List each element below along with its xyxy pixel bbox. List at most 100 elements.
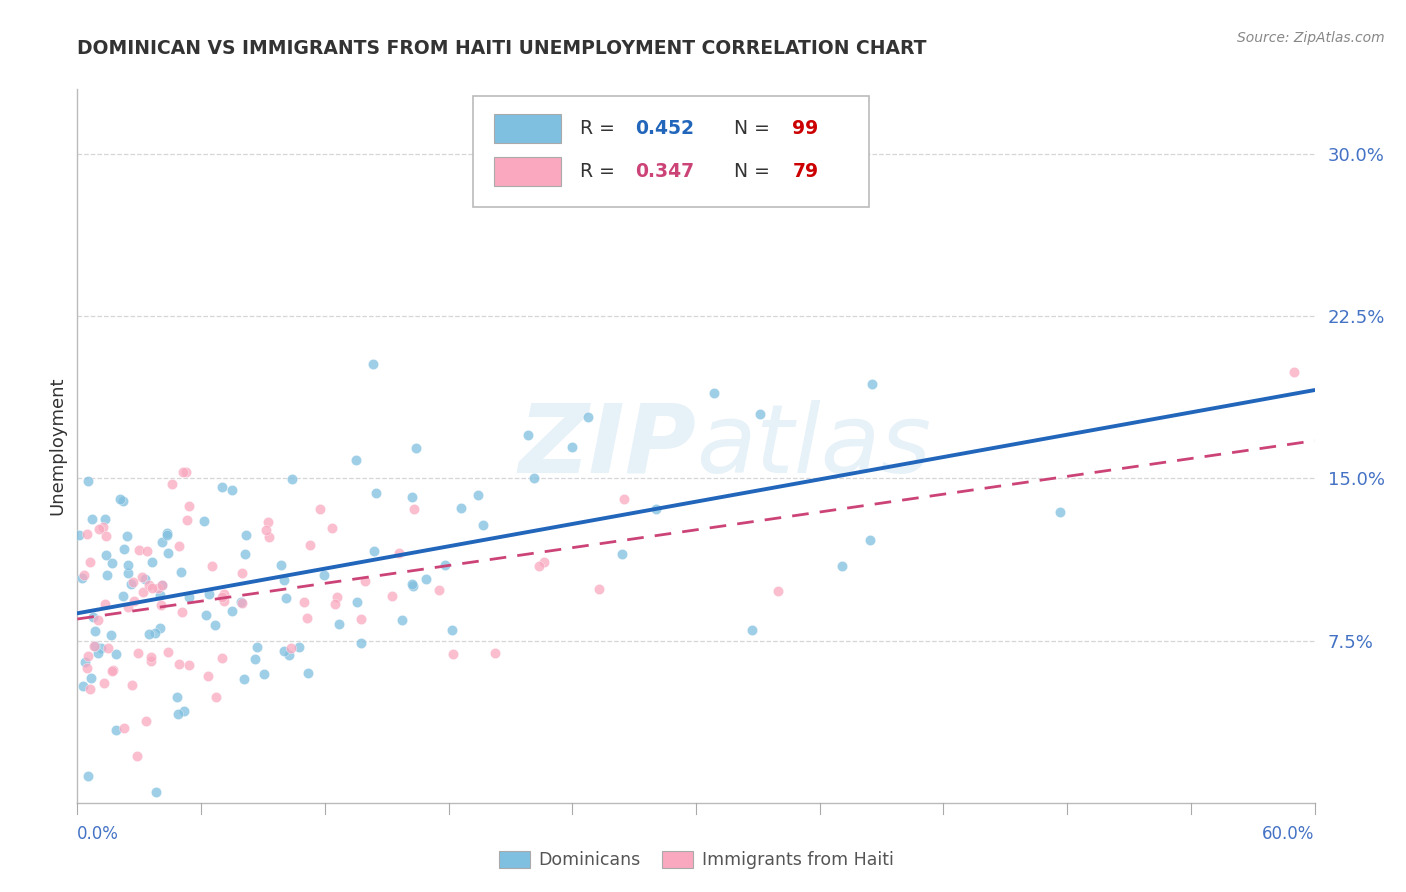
Point (273, 644, 295, 658)
Point (211, 651, 233, 665)
Point (100, 664, 122, 678)
Legend: Dominicans, Immigrants from Haiti: Dominicans, Immigrants from Haiti (492, 844, 900, 876)
Point (141, 581, 163, 595)
Point (148, 581, 170, 595)
Point (96, 568, 118, 582)
Point (391, 613, 413, 627)
Point (350, 636, 373, 650)
Point (115, 529, 138, 543)
Point (117, 600, 139, 615)
Point (231, 566, 253, 580)
Text: 0.452: 0.452 (636, 119, 695, 138)
Point (766, 583, 789, 598)
Text: ZIP: ZIP (517, 400, 696, 492)
Point (441, 623, 464, 637)
Point (117, 558, 139, 573)
Point (612, 491, 634, 506)
Point (108, 492, 131, 507)
Point (381, 589, 404, 603)
Point (121, 574, 143, 589)
Point (97, 641, 120, 656)
Point (288, 640, 311, 655)
Point (450, 500, 472, 515)
Point (138, 627, 160, 641)
Point (749, 407, 772, 421)
Point (860, 377, 883, 392)
Point (312, 567, 335, 582)
Point (104, 723, 127, 737)
Point (297, 666, 319, 681)
Point (309, 502, 332, 516)
Point (741, 623, 763, 637)
Point (131, 570, 153, 584)
Point (156, 645, 179, 659)
Text: R =: R = (579, 119, 620, 138)
Point (167, 707, 190, 722)
Text: DOMINICAN VS IMMIGRANTS FROM HAITI UNEMPLOYMENT CORRELATION CHART: DOMINICAN VS IMMIGRANTS FROM HAITI UNEMP… (77, 39, 927, 58)
Point (363, 544, 385, 558)
Point (231, 596, 253, 610)
Point (198, 587, 221, 601)
Text: 99: 99 (793, 119, 818, 138)
Text: R =: R = (579, 161, 620, 181)
Point (89, 522, 111, 536)
Point (70, 570, 93, 584)
Point (87, 613, 110, 627)
Text: atlas: atlas (696, 400, 931, 492)
Point (644, 501, 666, 516)
Point (155, 526, 177, 541)
Point (82, 610, 104, 624)
Point (101, 556, 124, 570)
Point (76, 526, 98, 541)
Point (211, 480, 233, 494)
Point (149, 621, 172, 635)
Point (112, 721, 135, 735)
Point (139, 654, 162, 668)
Point (170, 566, 193, 580)
Point (67, 528, 90, 542)
Point (281, 472, 304, 486)
Text: N =: N = (721, 161, 776, 181)
Point (174, 465, 197, 479)
Point (167, 539, 190, 553)
Point (270, 558, 292, 572)
Point (177, 591, 200, 605)
Point (162, 477, 184, 491)
Point (91, 519, 114, 533)
Point (141, 555, 163, 569)
Point (387, 546, 409, 560)
Point (134, 572, 156, 586)
Point (80, 671, 103, 685)
Point (122, 594, 145, 608)
Point (257, 516, 280, 530)
Point (235, 527, 257, 541)
Point (346, 595, 368, 609)
Point (254, 523, 277, 537)
Point (73, 567, 96, 582)
Point (610, 547, 633, 561)
Point (145, 626, 167, 640)
Point (533, 555, 555, 569)
Point (1282, 365, 1305, 379)
Point (93, 675, 115, 690)
Point (471, 518, 494, 533)
Point (243, 652, 266, 666)
Point (96, 548, 118, 562)
Point (125, 748, 148, 763)
Point (401, 491, 423, 505)
Point (212, 594, 235, 608)
Point (441, 647, 464, 661)
Point (484, 646, 506, 660)
Point (72, 679, 94, 693)
Point (172, 465, 194, 479)
Point (402, 502, 425, 516)
Point (83, 639, 105, 653)
Point (517, 427, 540, 442)
Point (246, 640, 269, 655)
Point (415, 572, 437, 586)
Point (193, 514, 215, 528)
Point (157, 546, 180, 560)
Point (229, 595, 252, 609)
Point (176, 512, 198, 526)
Point (588, 582, 610, 596)
